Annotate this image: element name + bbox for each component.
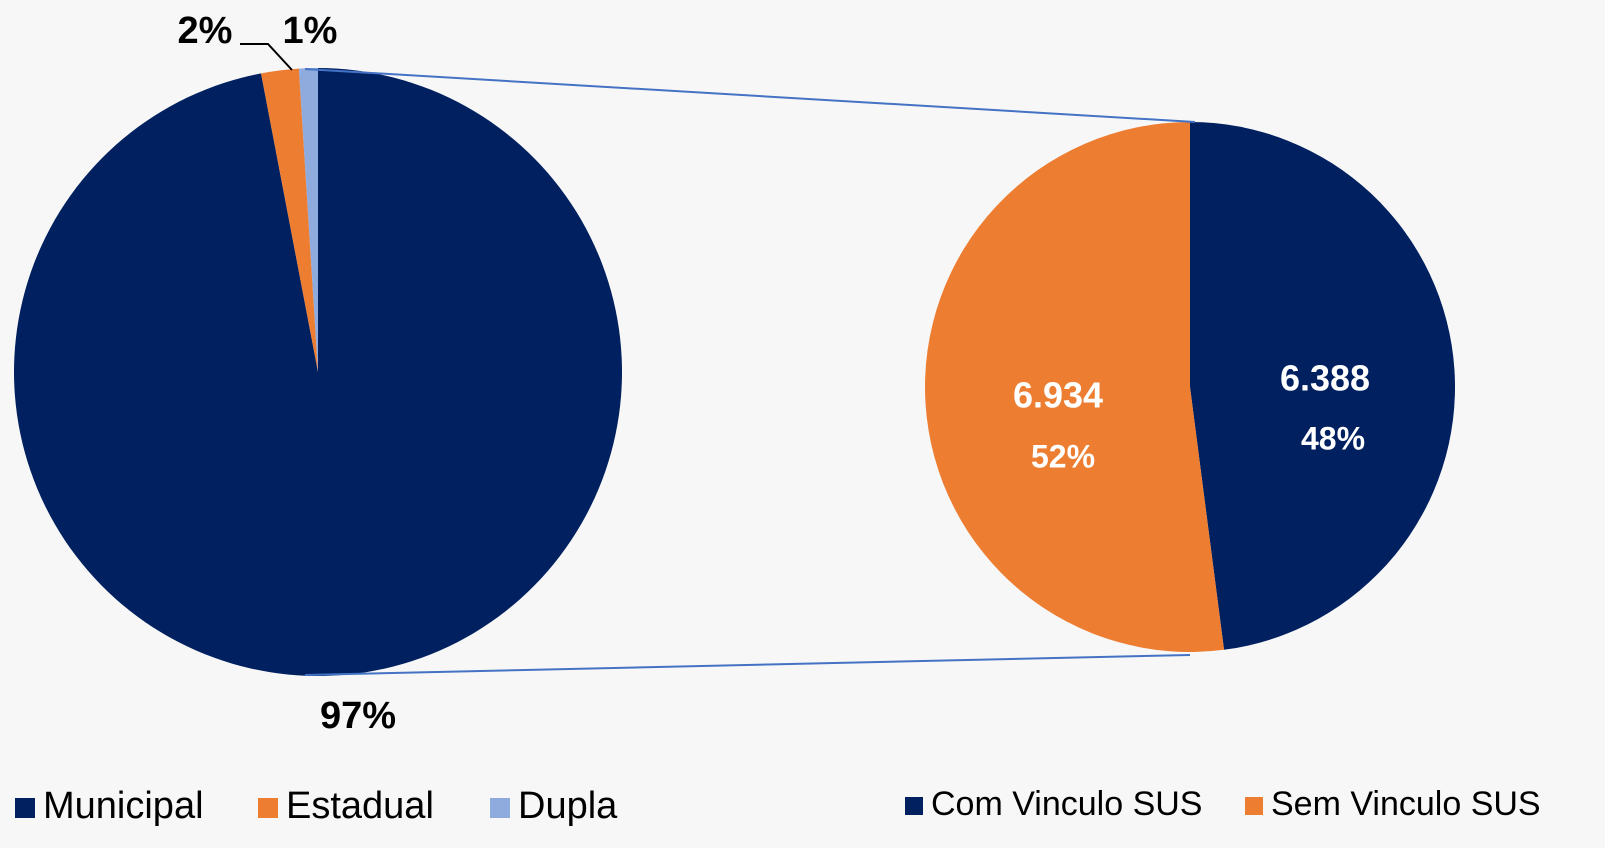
- pie-slice: [261, 68, 318, 372]
- connector-line: [304, 68, 1196, 123]
- data-label: 6.388: [1280, 358, 1370, 399]
- legend-label: Dupla: [518, 785, 618, 827]
- pie-slice: [1190, 122, 1456, 650]
- pie-slice: [925, 122, 1225, 653]
- legend-label: Com Vinculo SUS: [931, 785, 1203, 823]
- percentage-label: 52%: [1031, 438, 1095, 474]
- legend-swatch: [15, 798, 35, 818]
- leader-line: [240, 43, 293, 71]
- data-label: 97%: [320, 695, 396, 737]
- percentage-label: 48%: [1301, 420, 1365, 456]
- legend-label: Municipal: [43, 785, 204, 827]
- data-label: 1%: [283, 10, 338, 52]
- connector-line: [304, 654, 1191, 676]
- legend-swatch: [258, 798, 278, 818]
- legend-swatch: [490, 798, 510, 818]
- pie-slice: [298, 68, 318, 372]
- legend-swatch: [905, 797, 923, 815]
- legend-label: Sem Vinculo SUS: [1271, 785, 1541, 823]
- data-label: 6.934: [1013, 375, 1103, 416]
- pie-slice: [13, 68, 623, 676]
- legend-swatch: [1245, 797, 1263, 815]
- legend-label: Estadual: [286, 785, 434, 827]
- data-label: 2%: [178, 10, 233, 52]
